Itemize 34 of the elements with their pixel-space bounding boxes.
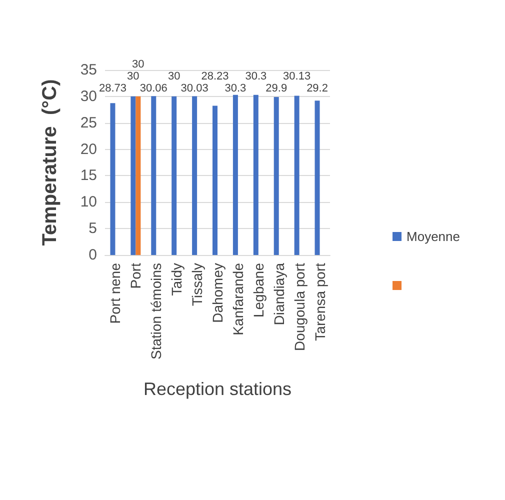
data-label: 30.06 — [140, 82, 168, 94]
y-axis-title: Temperature (°C) — [39, 79, 61, 246]
x-tick-label: Legbane — [250, 262, 266, 318]
data-label: 30.13 — [283, 70, 311, 82]
legend-label: Moyenne — [406, 229, 460, 244]
y-tick-label: 10 — [80, 194, 97, 211]
x-tick-label: Port nene — [107, 262, 124, 324]
x-tick-label: Station témoins — [148, 263, 164, 360]
data-label: 29.2 — [306, 82, 328, 94]
y-tick-label: 25 — [80, 114, 97, 132]
data-label: 30 — [127, 70, 140, 82]
x-tick-label: Taidy — [168, 263, 185, 296]
x-tick-label: Dahomey — [210, 263, 226, 323]
data-label: 28.73 — [98, 82, 126, 94]
data-label: 30 — [132, 58, 144, 70]
x-axis-title: Reception stations — [143, 379, 292, 399]
x-tick-label: Tarensa port — [312, 262, 328, 341]
data-label: 29.9 — [266, 82, 288, 94]
x-tick-label: Tissaly — [189, 263, 206, 306]
y-tick-label: 35 — [80, 62, 97, 78]
y-tick-label: 30 — [80, 88, 97, 105]
y-tick-label: 15 — [80, 167, 97, 184]
y-tick-label: 0 — [88, 246, 97, 264]
x-tick-label: Kanfarande — [230, 262, 246, 336]
data-label: 28.23 — [201, 70, 229, 82]
x-tick-label: Diandiaya — [270, 262, 287, 326]
y-tick-label: 5 — [88, 220, 97, 238]
x-tick-label: Dougoula port — [291, 262, 308, 351]
data-label: 30.03 — [180, 82, 208, 94]
data-label: 30 — [168, 70, 180, 82]
data-label: 30.3 — [245, 70, 267, 82]
y-tick-label: 20 — [80, 140, 97, 158]
x-tick-label: Port — [128, 262, 144, 289]
data-label: 30.3 — [224, 82, 246, 94]
